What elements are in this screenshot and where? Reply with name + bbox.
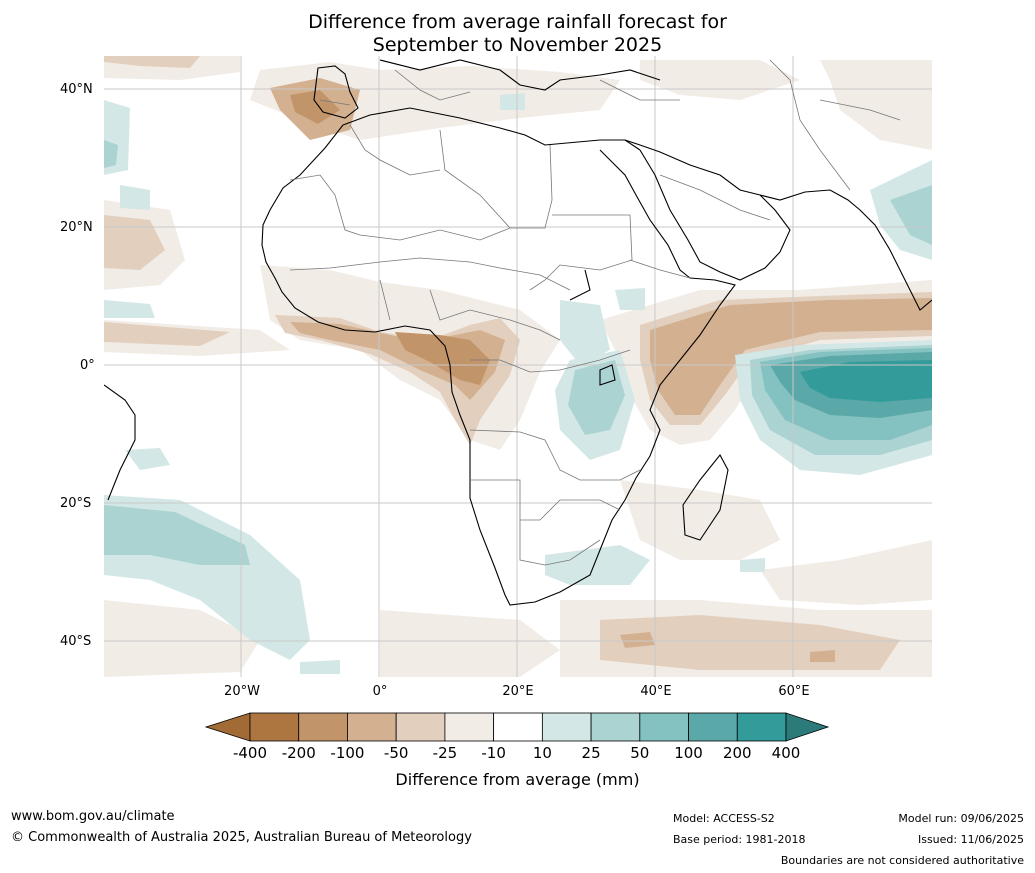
lon-label-20w: 20°W xyxy=(224,684,260,699)
boundaries-disclaimer: Boundaries are not considered authoritat… xyxy=(780,854,1024,867)
website-link[interactable]: www.bom.gov.au/climate xyxy=(11,809,175,824)
lon-label-20e: 20°E xyxy=(502,684,534,699)
colorbar-tick-label: -50 xyxy=(383,744,409,762)
lat-label-40n: 40°N xyxy=(60,82,93,97)
colorbar-swatch xyxy=(590,712,641,742)
colorbar-tick-label: 200 xyxy=(722,744,752,762)
coastline xyxy=(104,59,932,606)
colorbar-swatch xyxy=(347,712,397,742)
lat-label-20s: 20°S xyxy=(60,496,92,511)
colorbar-tick-label: 100 xyxy=(674,744,703,762)
colorbar-swatch xyxy=(298,712,348,742)
colorbar-swatch xyxy=(639,712,689,742)
copyright-text: © Commonwealth of Australia 2025, Austra… xyxy=(11,830,472,845)
rainfall-anomaly-layer xyxy=(104,56,932,677)
map-title-line2: September to November 2025 xyxy=(372,34,663,56)
colorbar-swatch xyxy=(736,712,787,742)
colorbar-tick-label: 50 xyxy=(630,744,650,762)
country-borders xyxy=(289,59,901,566)
colorbar-tick-label: -100 xyxy=(330,744,365,762)
model-name: Model: ACCESS-S2 xyxy=(673,812,775,825)
colorbar-tick-label: -400 xyxy=(232,744,268,762)
colorbar-swatch xyxy=(541,712,592,742)
lat-label-40s: 40°S xyxy=(60,634,92,649)
issued-date: Issued: 11/06/2025 xyxy=(917,833,1024,846)
lon-label-40e: 40°E xyxy=(640,684,672,699)
map-title-line1: Difference from average rainfall forecas… xyxy=(308,11,727,33)
colorbar-extend-low xyxy=(204,712,251,742)
colorbar-swatch xyxy=(688,712,738,742)
colorbar-tick-label: -25 xyxy=(432,744,458,762)
model-run-date: Model run: 09/06/2025 xyxy=(898,812,1024,825)
colorbar-tick-label: 25 xyxy=(581,744,601,762)
base-period: Base period: 1981-2018 xyxy=(673,833,806,846)
colorbar-swatch xyxy=(444,712,495,742)
lat-label-0: 0° xyxy=(80,358,95,373)
lon-label-0: 0° xyxy=(372,684,388,699)
lon-label-60e: 60°E xyxy=(778,684,810,699)
colorbar-extend-high xyxy=(785,712,830,742)
colorbar-swatch xyxy=(395,712,446,742)
colorbar-tick-label: 10 xyxy=(532,744,552,762)
colorbar-title: Difference from average (mm) xyxy=(395,770,640,789)
lat-label-20n: 20°N xyxy=(60,220,93,235)
colorbar-tick-label: -200 xyxy=(281,744,316,762)
colorbar-swatch xyxy=(493,712,543,742)
colorbar-tick-label: 400 xyxy=(771,744,801,762)
colorbar-swatch xyxy=(249,712,300,742)
colorbar-tick-label: -10 xyxy=(481,744,506,762)
